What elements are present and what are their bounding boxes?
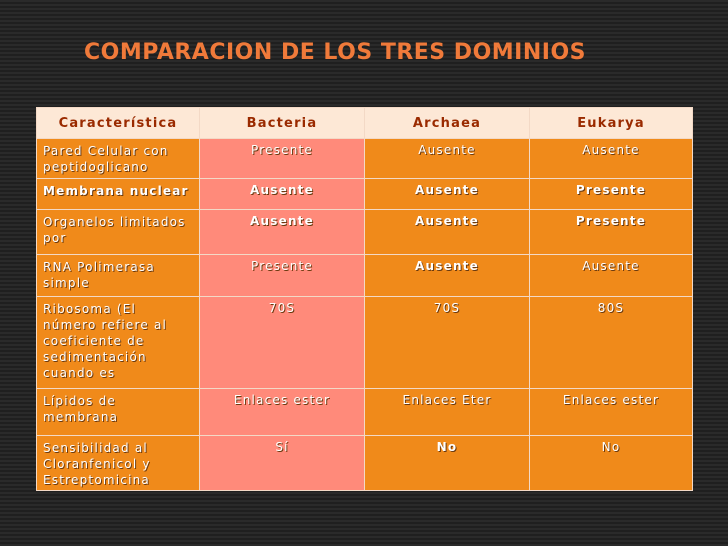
eukarya-cell: No (529, 435, 693, 491)
header-archaea: Archaea (364, 107, 530, 139)
feature-cell: Organelos limitados por (36, 209, 200, 255)
feature-cell: Sensibilidad al Cloranfenicol y Estrepto… (36, 435, 200, 491)
feature-cell: Membrana nuclear (36, 178, 200, 210)
feature-cell: Lípidos de membrana (36, 388, 200, 436)
comparison-table: Característica Bacteria Archaea Eukarya … (36, 107, 693, 491)
archaea-cell: Ausente (364, 209, 530, 255)
bacteria-cell: 70S (199, 296, 365, 389)
archaea-cell: Ausente (364, 254, 530, 297)
bacteria-cell: Ausente (199, 209, 365, 255)
table-row: Ribosoma (El número refiere al coeficien… (36, 296, 693, 389)
archaea-cell: Ausente (364, 178, 530, 210)
table-row: Lípidos de membrana Enlaces ester Enlace… (36, 388, 693, 436)
table-header-row: Característica Bacteria Archaea Eukarya (36, 107, 693, 139)
header-bacteria: Bacteria (199, 107, 365, 139)
feature-cell: RNA Polimerasa simple (36, 254, 200, 297)
bacteria-cell: Presente (199, 254, 365, 297)
eukarya-cell: 80S (529, 296, 693, 389)
slide-title: COMPARACION DE LOS TRES DOMINIOS (84, 40, 586, 65)
eukarya-cell: Presente (529, 209, 693, 255)
archaea-cell: Ausente (364, 138, 530, 179)
bacteria-cell: Sí (199, 435, 365, 491)
table-row: RNA Polimerasa simple Presente Ausente A… (36, 254, 693, 297)
feature-cell: Pared Celular con peptidoglicano (36, 138, 200, 179)
eukarya-cell: Ausente (529, 254, 693, 297)
table-row: Sensibilidad al Cloranfenicol y Estrepto… (36, 435, 693, 491)
bacteria-cell: Enlaces ester (199, 388, 365, 436)
feature-cell: Ribosoma (El número refiere al coeficien… (36, 296, 200, 389)
bacteria-cell: Ausente (199, 178, 365, 210)
table-row: Membrana nuclear Ausente Ausente Present… (36, 178, 693, 210)
table-row: Pared Celular con peptidoglicano Present… (36, 138, 693, 179)
eukarya-cell: Presente (529, 178, 693, 210)
eukarya-cell: Enlaces ester (529, 388, 693, 436)
archaea-cell: 70S (364, 296, 530, 389)
bacteria-cell: Presente (199, 138, 365, 179)
header-eukarya: Eukarya (529, 107, 693, 139)
eukarya-cell: Ausente (529, 138, 693, 179)
archaea-cell: Enlaces Eter (364, 388, 530, 436)
header-feature: Característica (36, 107, 200, 139)
archaea-cell: No (364, 435, 530, 491)
table-row: Organelos limitados por Ausente Ausente … (36, 209, 693, 255)
